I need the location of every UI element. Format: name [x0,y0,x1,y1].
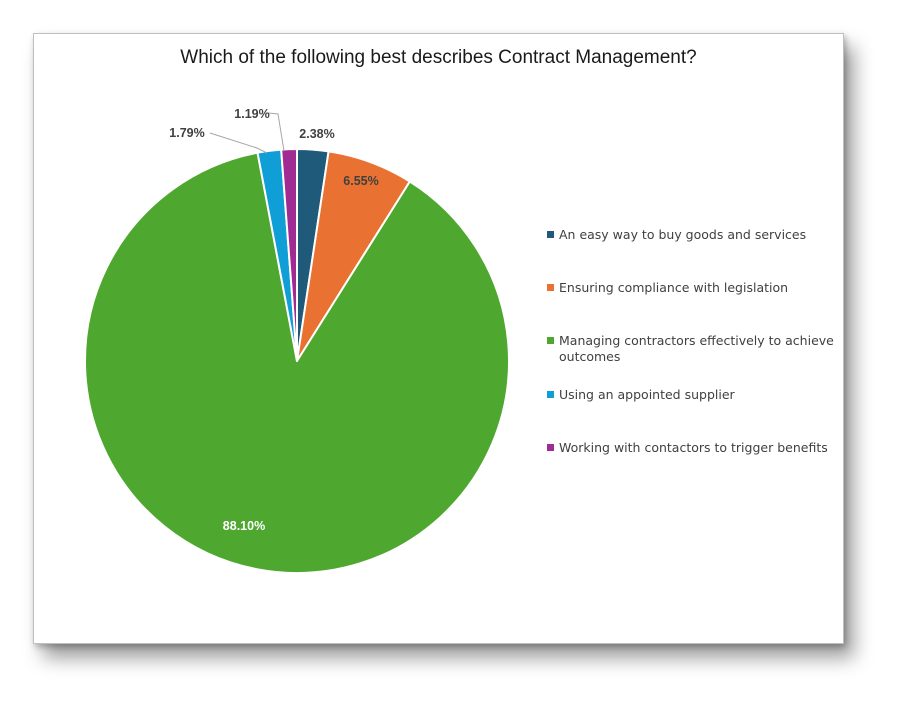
legend-label: Using an appointed supplier [559,387,735,402]
legend-item-2: Ensuring compliance with legislation [547,280,837,296]
data-label-3: 88.10% [223,519,265,533]
pie-slice-5 [280,148,298,362]
legend-swatch [547,284,554,291]
legend-item-1: An easy way to buy goods and services [547,227,837,243]
chart-card: Which of the following best describes Co… [33,33,844,644]
pie-slice-3 [84,151,510,574]
data-label-4: 1.79% [169,126,204,140]
pie-chart: 2.38% 6.55% 88.10% 1.79% 1.19% [84,107,510,574]
leader-line-5 [267,112,285,152]
leader-line-4 [209,132,268,154]
legend-label: Ensuring compliance with legislation [559,280,789,295]
legend-swatch [547,391,554,398]
legend-label: Working with contactors to trigger benef… [559,440,828,455]
legend-swatch [547,231,554,238]
legend-swatch [547,444,554,451]
data-label-5: 1.19% [234,107,269,121]
data-label-1: 2.38% [299,127,334,141]
legend-label: Managing contractors effectively to achi… [559,333,834,364]
data-label-2: 6.55% [343,174,378,188]
legend-swatch [547,337,554,344]
legend-item-4: Using an appointed supplier [547,387,837,403]
legend-item-3: Managing contractors effectively to achi… [547,333,837,365]
legend-label: An easy way to buy goods and services [559,227,807,242]
chart-title: Which of the following best describes Co… [180,47,697,68]
legend-item-5: Working with contactors to trigger benef… [547,440,837,456]
